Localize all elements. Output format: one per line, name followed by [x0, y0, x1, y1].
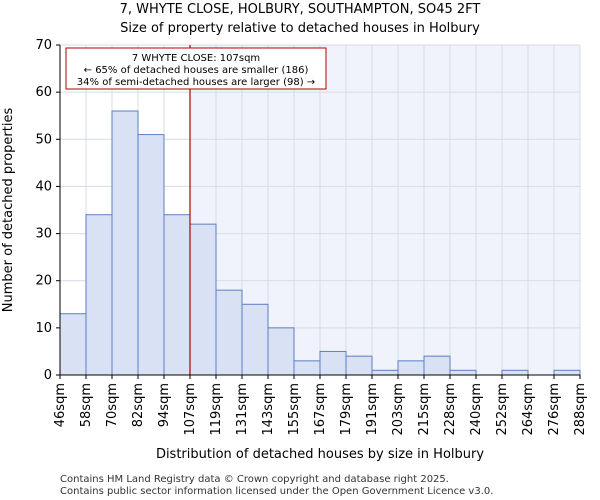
- x-tick-label: 119sqm: [209, 383, 224, 436]
- bar: [85, 214, 113, 376]
- x-tick-label: 58sqm: [79, 383, 94, 427]
- bar: [163, 214, 191, 376]
- bar: [345, 355, 373, 376]
- annotation-line-2: ← 65% of detached houses are smaller (18…: [84, 65, 309, 76]
- bar: [241, 303, 269, 376]
- bar: [371, 369, 399, 376]
- y-tick-label: 70: [35, 38, 52, 53]
- y-tick-label: 60: [35, 85, 52, 100]
- y-tick-label: 20: [35, 274, 52, 289]
- bar: [59, 313, 87, 376]
- annotation-line-1: 7 WHYTE CLOSE: 107sqm: [132, 53, 260, 64]
- bar: [501, 369, 529, 376]
- bar: [189, 223, 217, 376]
- x-tick-label: 252sqm: [495, 383, 510, 436]
- chart-title: 7, WHYTE CLOSE, HOLBURY, SOUTHAMPTON, SO…: [120, 2, 481, 17]
- x-tick-label: 288sqm: [573, 383, 588, 436]
- x-tick-label: 82sqm: [131, 383, 146, 427]
- annotation-frame: [65, 47, 327, 90]
- footer-line-1: Contains HM Land Registry data © Crown c…: [60, 474, 449, 485]
- x-tick-label: 191sqm: [365, 383, 380, 436]
- x-ticks: 46sqm 58sqm 70sqm 82sqm 94sqm 107sqm 119sqm 131…: [53, 375, 588, 436]
- chart-subtitle: Size of property relative to detached ho…: [120, 21, 480, 36]
- x-tick-label: 107sqm: [183, 383, 198, 436]
- bar: [293, 360, 321, 376]
- x-tick-label: 70sqm: [105, 383, 120, 427]
- footer-line-2: Contains public sector information licen…: [60, 486, 493, 497]
- x-axis-label: Distribution of detached houses by size …: [156, 447, 484, 462]
- y-axis-label: Number of detached properties: [1, 108, 16, 313]
- x-tick-label: 167sqm: [313, 383, 328, 436]
- x-tick-label: 131sqm: [235, 383, 250, 436]
- bars: [59, 110, 581, 376]
- x-tick-label: 203sqm: [391, 383, 406, 436]
- bar: [137, 134, 165, 376]
- x-tick-label: 215sqm: [417, 383, 432, 436]
- y-ticks: 0 10 20 30 40 50 60 70: [35, 38, 60, 383]
- bar: [449, 369, 477, 376]
- bar: [397, 360, 425, 376]
- y-tick-label: 30: [35, 227, 52, 242]
- y-tick-label: 50: [35, 132, 52, 147]
- x-tick-label: 143sqm: [261, 383, 276, 436]
- annotation-box: 7 WHYTE CLOSE: 107sqm ← 65% of detached …: [65, 47, 327, 90]
- bar: [215, 289, 243, 376]
- x-tick-label: 94sqm: [157, 383, 172, 427]
- x-tick-label: 179sqm: [339, 383, 354, 436]
- x-tick-label: 228sqm: [443, 383, 458, 436]
- bar: [553, 369, 581, 376]
- x-tick-label: 155sqm: [287, 383, 302, 436]
- y-tick-label: 0: [44, 368, 52, 383]
- y-tick-label: 40: [35, 179, 52, 194]
- bar: [423, 355, 451, 376]
- x-tick-label: 276sqm: [547, 383, 562, 436]
- y-tick-label: 10: [35, 321, 52, 336]
- bar: [267, 327, 295, 376]
- x-tick-label: 46sqm: [53, 383, 68, 427]
- bar: [111, 110, 139, 376]
- x-tick-label: 264sqm: [521, 383, 536, 436]
- annotation-line-3: 34% of semi-detached houses are larger (…: [77, 77, 315, 88]
- bar: [319, 350, 347, 376]
- x-tick-label: 240sqm: [469, 383, 484, 436]
